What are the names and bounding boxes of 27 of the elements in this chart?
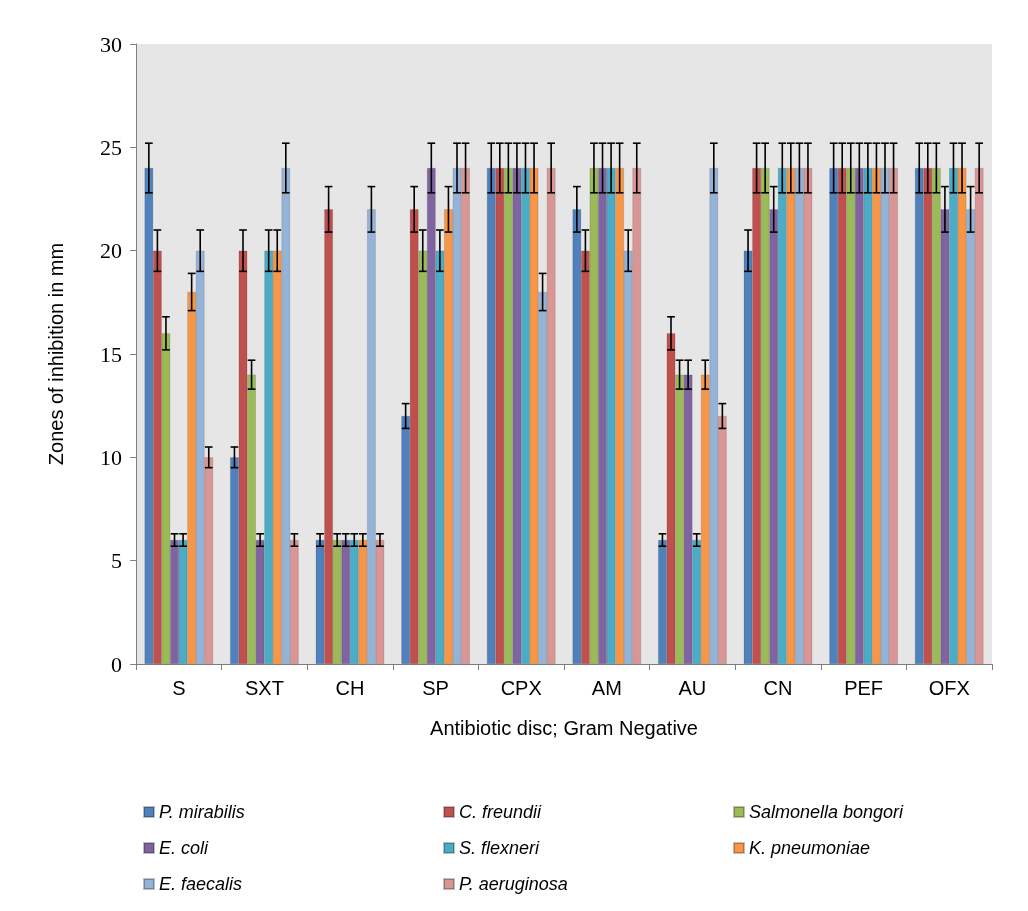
x-tick-label: AU — [678, 677, 707, 699]
x-tick-label: PEF — [844, 677, 884, 699]
legend-label: P. mirabilis — [159, 802, 245, 822]
y-tick-label: 15 — [100, 341, 122, 367]
legend-label: Salmonella bongori — [749, 802, 905, 822]
y-tick-label: 20 — [100, 238, 122, 264]
x-axis-title: Antibiotic disc; Gram Negative — [430, 717, 698, 739]
x-tick-label: SP — [422, 677, 449, 699]
y-tick-label: 25 — [100, 134, 122, 160]
x-tick-label: CH — [335, 677, 365, 699]
legend-label: E. faecalis — [159, 874, 243, 894]
legend-label: P. aeruginosa — [459, 874, 568, 894]
x-tick-label: OFX — [928, 677, 970, 699]
y-tick-label: 30 — [100, 31, 122, 57]
x-tick-label: CPX — [500, 677, 542, 699]
y-tick-label: 5 — [111, 548, 122, 574]
legend-label: C. freundii — [459, 802, 543, 822]
legend-label: K. pneumoniae — [749, 838, 871, 858]
x-tick-label: SXT — [244, 677, 284, 699]
x-tick-label: AM — [591, 677, 622, 699]
y-axis-title: Zones of inhibition in mm — [45, 242, 67, 466]
x-tick-label: S — [172, 677, 186, 699]
y-tick-label: 0 — [111, 651, 122, 677]
y-tick-label: 10 — [100, 444, 122, 470]
x-tick-label: CN — [763, 677, 793, 699]
legend-label: S. flexneri — [459, 838, 541, 858]
legend-label: E. coli — [159, 838, 210, 858]
